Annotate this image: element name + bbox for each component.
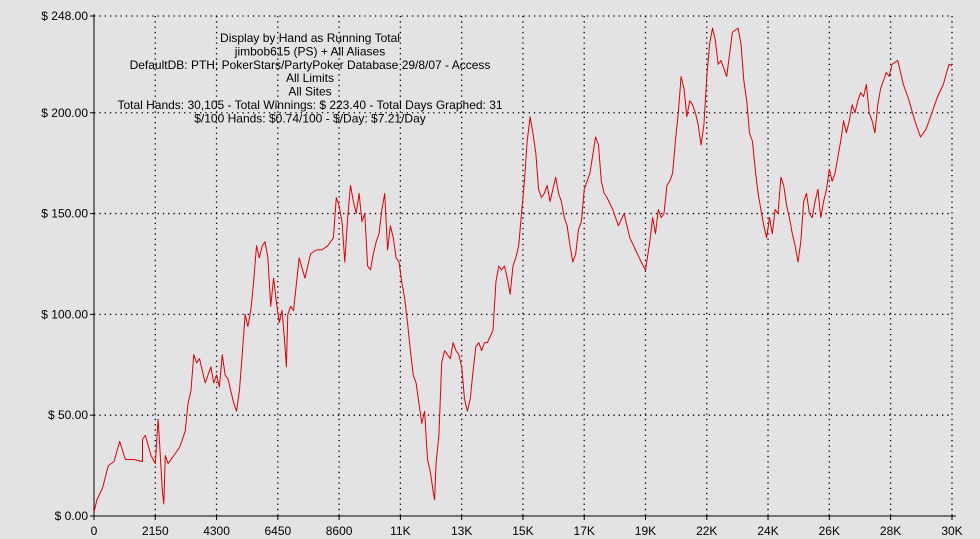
x-tick-label: 19K [635, 524, 656, 538]
x-tick-label: 17K [574, 524, 595, 538]
info-text-block: Display by Hand as Running Totaljimbob61… [117, 31, 502, 125]
info-line: Display by Hand as Running Total [220, 31, 400, 45]
y-tick-label: $ 100.00 [41, 307, 88, 321]
x-tick-label: 26K [819, 524, 840, 538]
grid-layer [94, 15, 953, 516]
x-tick-label: 22K [696, 524, 717, 538]
info-line: All Sites [288, 85, 331, 99]
x-tick-labels: 0 2150 4300 6450 8600 11K 13K 15K 17K 19K 22K 24K 26… [91, 524, 963, 538]
x-tick-label: 13K [451, 524, 472, 538]
series-layer [93, 27, 953, 513]
x-tick-label: 24K [757, 524, 778, 538]
running-total-line [93, 27, 953, 513]
x-tick-label: 2150 [142, 524, 169, 538]
x-tick-label: 4300 [203, 524, 230, 538]
info-line: All Limits [286, 71, 334, 85]
x-tick-label: 0 [91, 524, 98, 538]
y-tick-label: $ 200.00 [41, 106, 88, 120]
x-tick-label: 6450 [264, 524, 291, 538]
y-tick-label: $ 248.00 [41, 9, 88, 23]
info-line: jimbob615 (PS) + All Aliases [234, 44, 385, 58]
x-tick-label: 28K [880, 524, 901, 538]
y-tick-labels: $ 0.00 $ 50.00 $ 100.00 $ 150.00 $ 200.00 $ 2… [41, 9, 88, 523]
x-tick-label: 11K [390, 524, 410, 538]
x-tick-label: 30K [941, 524, 962, 538]
y-tick-label: $ 0.00 [55, 509, 89, 523]
info-line: $/100 Hands: $0.74/100 - $/Day: $7.21/Da… [194, 111, 426, 125]
x-tick-label: 15K [512, 524, 533, 538]
info-line: Total Hands: 30,105 - Total Winnings: $ … [117, 98, 502, 112]
axis-layer [90, 14, 956, 520]
y-tick-label: $ 150.00 [41, 207, 88, 221]
y-tick-label: $ 50.00 [48, 408, 88, 422]
info-line: DefaultDB: PTH: PokerStars/PartyPoker Da… [130, 58, 491, 72]
x-tick-label: 8600 [326, 524, 353, 538]
